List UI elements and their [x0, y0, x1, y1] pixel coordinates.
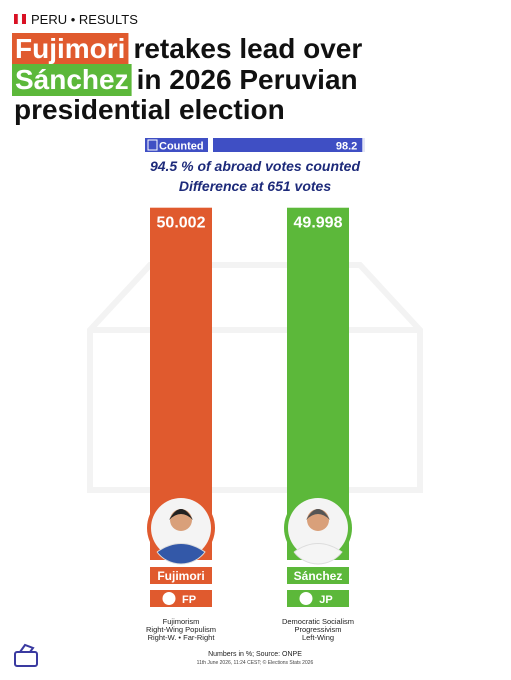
- kicker: PERU • RESULTS: [31, 12, 138, 27]
- candidate-name-box: [287, 567, 349, 584]
- subtitle: Difference at 651 votes: [179, 178, 331, 194]
- bar-value-label: 49.998: [294, 215, 343, 232]
- candidate-name-box: [150, 567, 212, 584]
- subtitle: 94.5 % of abroad votes counted: [150, 158, 360, 174]
- party-name: FP: [182, 594, 196, 606]
- party-box: [287, 590, 349, 607]
- counted-label: Counted: [159, 141, 204, 153]
- progress-value: 98.2: [336, 141, 357, 153]
- title-text: presidential election: [14, 94, 285, 125]
- title-text: retakes lead over: [133, 33, 362, 64]
- flag: [14, 14, 18, 24]
- counted-label-box: [145, 138, 208, 152]
- flag: [17, 13, 23, 25]
- background-ballot-box: [87, 262, 423, 493]
- candidate-hair: [169, 509, 193, 520]
- ideology: Left-Wing: [302, 633, 334, 642]
- title-highlight-text: Fujimori: [15, 33, 125, 64]
- footer-source: Numbers in %; Source: ONPE: [208, 651, 302, 658]
- ideology: Right-W. • Far-Right: [148, 633, 216, 642]
- counted-icon: [147, 139, 158, 151]
- progress-bar: [213, 138, 363, 152]
- title-highlight: [12, 64, 132, 96]
- ideology: Progressivism: [294, 625, 341, 634]
- title-highlight: [12, 33, 129, 65]
- candidate-body: [293, 543, 343, 565]
- footer-credit: 11th June 2026, 11:24 CEST; © Elections …: [197, 659, 314, 666]
- party-name: JP: [319, 594, 332, 606]
- ideology: Democratic Socialism: [282, 617, 354, 626]
- candidate-name: Fujimori: [157, 569, 204, 583]
- bar-value-label: 50.002: [157, 215, 206, 232]
- ideology: Fujimorism: [163, 617, 200, 626]
- title-text: in 2026 Peruvian: [137, 64, 358, 95]
- title-highlight-text: Sánchez: [15, 64, 129, 95]
- ballot-icon: [14, 643, 38, 667]
- ideology: Right-Wing Populism: [146, 625, 216, 634]
- candidate-name: Sánchez: [294, 569, 343, 583]
- candidate-hair: [306, 509, 330, 520]
- party-logo: [162, 592, 176, 605]
- party-logo: [299, 592, 313, 605]
- flag: [22, 14, 26, 24]
- candidate-body: [156, 543, 206, 565]
